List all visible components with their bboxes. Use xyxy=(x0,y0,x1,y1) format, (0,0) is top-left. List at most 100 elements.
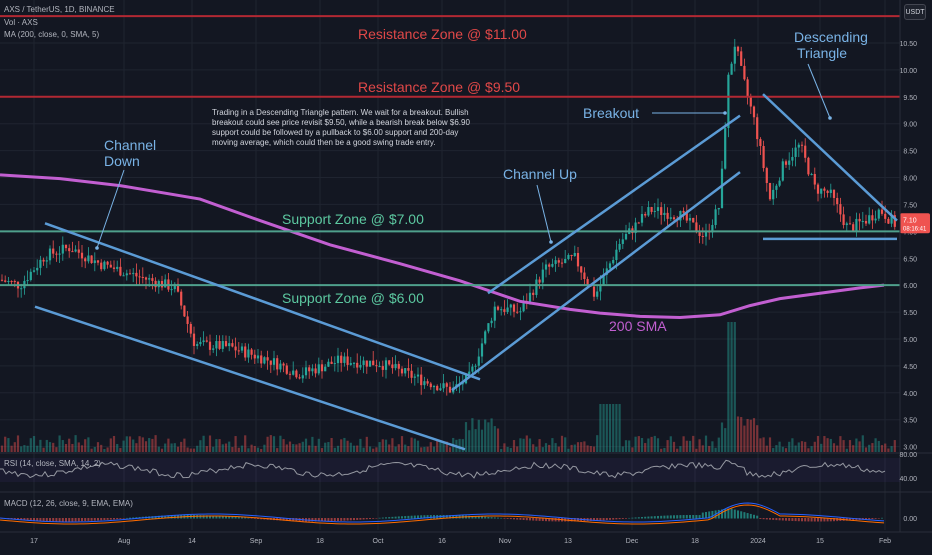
volume-bar xyxy=(605,404,608,452)
y-tick-label: 6.00 xyxy=(903,283,917,290)
candle-body xyxy=(362,360,365,365)
volume-bar xyxy=(461,439,464,452)
volume-bar xyxy=(186,447,189,452)
macd-histogram-bar xyxy=(36,518,39,521)
x-tick-label: 14 xyxy=(188,538,196,545)
macd-histogram-bar xyxy=(849,518,851,521)
candle-body xyxy=(215,341,218,349)
candle-body xyxy=(285,365,288,374)
macd-histogram-bar xyxy=(577,518,579,522)
candle-body xyxy=(336,355,340,364)
macd-histogram-bar xyxy=(647,516,650,519)
macd-histogram-bar xyxy=(381,517,384,519)
y-tick-label: 9.00 xyxy=(903,122,917,129)
candle-body xyxy=(756,117,759,140)
macd-histogram-bar xyxy=(84,518,87,522)
macd-histogram-bar xyxy=(289,518,291,521)
candle-body xyxy=(317,364,320,374)
candle-body xyxy=(196,344,199,346)
volume-bar xyxy=(68,438,71,452)
candle-body xyxy=(612,260,615,264)
candle-body xyxy=(420,374,423,386)
candle-body xyxy=(231,343,234,347)
candle-body xyxy=(0,279,4,281)
candle-body xyxy=(820,188,823,194)
macd-histogram-bar xyxy=(570,518,573,522)
macd-histogram-bar xyxy=(445,515,448,519)
x-tick-label: Aug xyxy=(118,538,131,545)
macd-histogram-bar xyxy=(279,518,282,521)
volume-bar xyxy=(672,441,676,452)
volume-bar xyxy=(263,444,266,452)
macd-histogram-bar xyxy=(231,516,234,519)
macd-histogram-bar xyxy=(519,518,522,520)
candle-body xyxy=(282,363,285,366)
volume-bar xyxy=(487,422,490,452)
volume-bar xyxy=(365,436,368,452)
volume-bar xyxy=(362,447,365,452)
volume-bar xyxy=(768,437,772,452)
candle-body xyxy=(372,360,375,366)
volume-bar xyxy=(871,443,874,452)
macd-histogram-bar xyxy=(292,518,295,522)
volume-bar xyxy=(778,441,781,452)
macd-histogram-bar xyxy=(653,516,656,519)
candle-body xyxy=(644,214,647,216)
macd-histogram-bar xyxy=(829,518,832,522)
macd-histogram-bar xyxy=(541,518,544,522)
macd-histogram-bar xyxy=(68,518,71,522)
macd-histogram-bar xyxy=(103,518,106,521)
candle-body xyxy=(596,291,599,297)
candle-body xyxy=(532,292,535,295)
volume-bar xyxy=(464,422,468,452)
macd-histogram-bar xyxy=(314,518,317,522)
volume-bar xyxy=(583,441,586,452)
candle-body xyxy=(442,383,445,389)
candle-body xyxy=(128,273,132,275)
macd-histogram-bar xyxy=(881,517,883,519)
macd-histogram-bar xyxy=(797,518,800,522)
macd-histogram-bar xyxy=(737,510,739,519)
macd-histogram-bar xyxy=(378,517,381,519)
y-tick-label: 3.50 xyxy=(903,418,917,425)
volume-bar xyxy=(167,438,170,452)
candle-body xyxy=(685,212,688,221)
x-tick-label: Feb xyxy=(879,538,891,545)
volume-bar xyxy=(682,436,685,452)
volume-bar xyxy=(535,446,538,452)
volume-bar xyxy=(333,447,336,452)
candle-body xyxy=(477,356,480,366)
macd-histogram-bar xyxy=(657,515,659,519)
currency-button[interactable]: USDT xyxy=(904,4,926,20)
macd-histogram-bar xyxy=(589,518,592,521)
volume-bar xyxy=(42,447,45,452)
macd-histogram-bar xyxy=(100,518,103,521)
candle-body xyxy=(304,367,308,376)
macd-histogram-bar xyxy=(333,518,336,522)
macd-histogram-bar xyxy=(605,518,608,521)
candle-body xyxy=(64,244,68,249)
macd-histogram-bar xyxy=(618,518,621,520)
macd-histogram-bar xyxy=(762,518,765,520)
macd-histogram-bar xyxy=(692,515,695,519)
volume-bar xyxy=(314,445,317,452)
candle-body xyxy=(87,255,90,262)
macd-histogram-bar xyxy=(340,518,343,521)
macd-histogram-bar xyxy=(641,516,643,519)
volume-bar xyxy=(650,436,653,452)
volume-bar xyxy=(87,437,90,452)
macd-histogram-bar xyxy=(225,516,227,519)
volume-bar xyxy=(180,441,183,452)
macd-histogram-bar xyxy=(877,518,880,519)
volume-bar xyxy=(551,438,554,452)
candle-body xyxy=(122,275,125,277)
candle-body xyxy=(384,360,388,370)
macd-histogram-bar xyxy=(125,517,128,519)
volume-bar xyxy=(868,444,871,452)
support-label-7: Support Zone @ $7.00 xyxy=(282,211,424,227)
candle-body xyxy=(695,222,698,233)
candle-body xyxy=(740,51,743,66)
